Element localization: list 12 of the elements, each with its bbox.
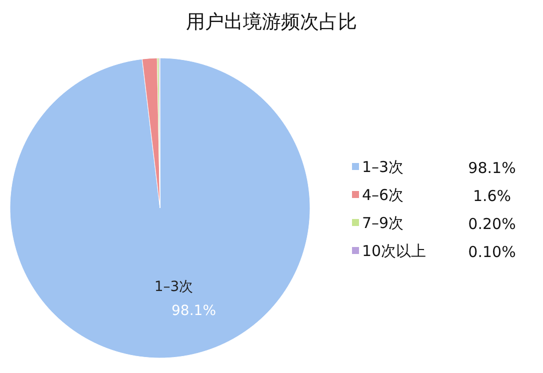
legend-label: 4–6次: [362, 186, 404, 204]
legend-label: 10次以上: [362, 242, 426, 260]
text: 98.1%: [468, 159, 516, 177]
slice-label: 1–3次: [154, 278, 194, 295]
data-label: 98.1%: [172, 302, 216, 319]
pie-slice: [10, 58, 310, 358]
legend-label: 7–9次: [362, 214, 404, 232]
legend-label: 1–3次: [362, 158, 404, 176]
data-label: 0.10%: [468, 243, 516, 261]
data-label: 1.6%: [472, 187, 512, 205]
chart-title: 用户出境游频次占比: [186, 11, 357, 33]
data-label: 0.20%: [468, 215, 516, 233]
